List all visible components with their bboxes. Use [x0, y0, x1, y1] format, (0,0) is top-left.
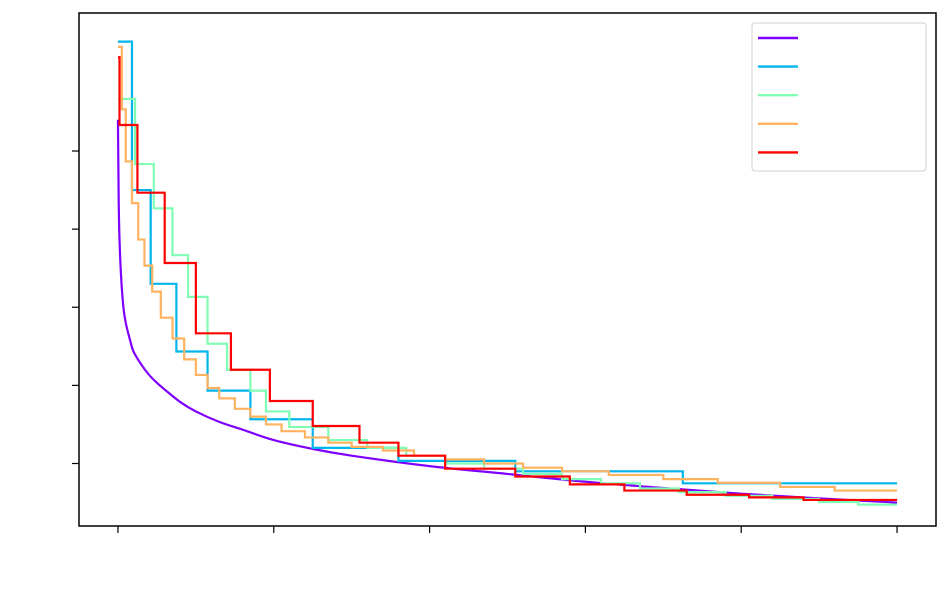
- series-line-4: [117, 45, 898, 492]
- series-line-5: [117, 56, 898, 502]
- legend-box: [751, 22, 927, 172]
- legend-items: [758, 36, 798, 154]
- series-line-3: [117, 97, 898, 506]
- tick-layer: [72, 150, 898, 533]
- plot-frame: [78, 12, 937, 527]
- series-layer: [116, 40, 898, 506]
- series-line-1: [116, 119, 898, 504]
- legend: [751, 22, 927, 172]
